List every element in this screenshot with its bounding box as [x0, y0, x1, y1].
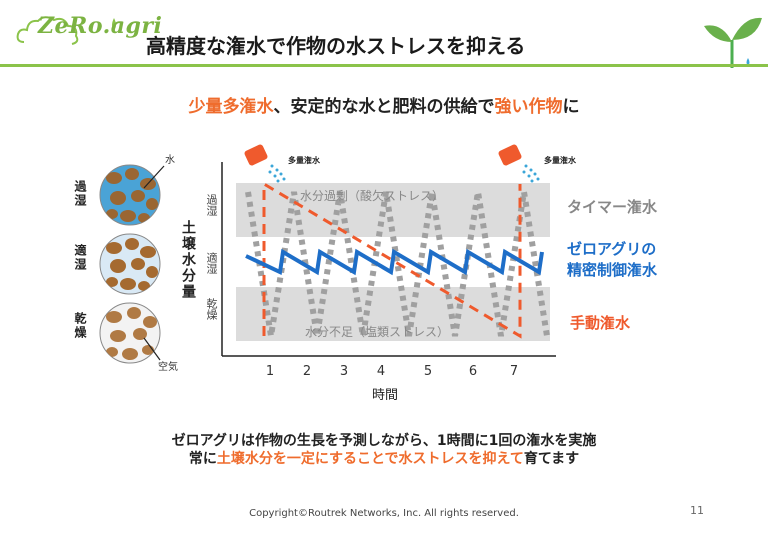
legend-timer: タイマー潅水 — [567, 198, 658, 216]
bottom-text-line2: 常に土壌水分を一定にすることで水ストレスを抑えて育てます — [0, 448, 768, 468]
soil-label-dry: 乾燥 — [73, 312, 87, 340]
y-label-moist: 適湿 — [205, 252, 218, 274]
x-tick-3: 3 — [339, 364, 349, 379]
bottom-text-line1: ゼロアグリは作物の生長を予測しながら、1時間に1回の潅水を実施 — [171, 433, 597, 449]
manual-series — [262, 181, 522, 339]
soil-label-wet: 過湿 — [73, 180, 87, 208]
page-number: 11 — [690, 504, 704, 517]
x-tick-1: 1 — [265, 364, 275, 379]
header-divider — [0, 64, 768, 67]
zero-series-line — [245, 248, 544, 276]
watering-can-icon-2 — [498, 144, 540, 183]
soil-label-moist: 適湿 — [73, 244, 87, 272]
legend-zero-line2: 精密制御潅水 — [567, 261, 658, 279]
manual-series-line — [262, 181, 522, 339]
excess-band-label: 水分過剰（酸欠ストレス） — [300, 189, 445, 203]
subtitle: 少量多潅水、安定的な水と肥料の供給で強い作物に — [0, 92, 768, 117]
air-label: 空気 — [158, 362, 178, 373]
subtitle-highlight-1: 少量多潅水 — [188, 97, 274, 117]
slide-title: 高精度な潅水で作物の水ストレスを抑える — [146, 34, 526, 58]
subtitle-highlight-2: 強い作物 — [494, 97, 563, 117]
watering-label-1: 多量潅水 — [288, 156, 320, 165]
bottom-text-highlight: 土壌水分を一定にすることで水ストレスを抑えて — [216, 451, 524, 467]
subtitle-text-2: に — [562, 97, 580, 117]
subtitle-text-1: 、安定的な水と肥料の供給で — [273, 97, 495, 117]
logo-cloud-icon — [16, 16, 116, 45]
x-tick-2: 2 — [302, 364, 312, 379]
x-tick-5: 5 — [423, 364, 433, 379]
bottom-text-post: 育てます — [523, 451, 580, 467]
deficit-band-label: 水分不足（塩類ストレス） — [305, 325, 450, 339]
copyright: Copyright©Routrek Networks, Inc. All rig… — [249, 508, 519, 519]
x-axis-title: 時間 — [372, 388, 399, 403]
y-label-wet: 過湿 — [205, 194, 218, 216]
water-label: 水 — [165, 155, 175, 166]
x-tick-6: 6 — [468, 364, 478, 379]
zero-series — [245, 248, 544, 276]
bottom-text-pre: 常に — [188, 451, 217, 467]
watering-can-icon-1 — [244, 144, 286, 183]
y-label-dry: 乾燥 — [205, 298, 218, 320]
soil-illustrations — [99, 164, 165, 364]
legend-zero-line1: ゼロアグリの — [567, 240, 657, 258]
watering-label-2: 多量潅水 — [544, 156, 576, 165]
legend-manual: 手動潅水 — [570, 314, 631, 332]
logo-text: ZeRo.agri — [38, 13, 163, 39]
x-tick-7: 7 — [509, 364, 519, 379]
x-tick-4: 4 — [376, 364, 386, 379]
y-axis-title: 土壌水分量 — [180, 220, 196, 300]
